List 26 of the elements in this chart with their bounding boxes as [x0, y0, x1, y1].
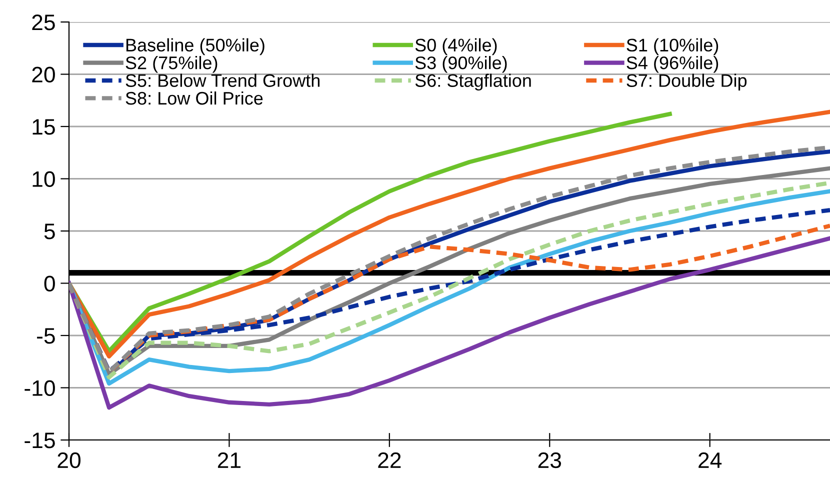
y-tick-label: 15 — [32, 119, 55, 135]
y-tick-label: 10 — [32, 171, 55, 188]
legend-label: S2 (75%ile) — [126, 56, 218, 73]
legend-label: S0 (4%ile) — [415, 38, 497, 56]
legend-label: S1 (10%ile) — [626, 38, 718, 56]
y-tick-label: -15 — [24, 432, 55, 448]
x-tick-label: 21 — [218, 452, 240, 468]
legend-label: S3 (90%ile) — [415, 56, 507, 73]
x-tick-label: 24 — [698, 452, 722, 468]
x-tick-label: 22 — [378, 452, 401, 468]
legend-label: S7: Double Dip — [626, 74, 747, 91]
y-tick-label: 5 — [44, 224, 55, 240]
y-tick-label: 25 — [32, 14, 55, 30]
y-tick-label: 20 — [32, 66, 55, 83]
legend-label: S4 (96%ile) — [626, 56, 718, 73]
legend-label: S5: Below Trend Growth — [126, 74, 320, 87]
legend-label: S8: Low Oil Price — [126, 91, 263, 105]
x-tick-label: 23 — [538, 452, 562, 468]
legend-label: S6: Stagflation — [415, 74, 531, 91]
y-tick-label: 0 — [44, 276, 55, 292]
line-series — [69, 112, 672, 354]
x-tick-label: 20 — [58, 452, 80, 468]
line-series — [69, 236, 830, 410]
y-tick-label: -5 — [37, 328, 55, 344]
legend-label: Baseline (50%ile) — [126, 38, 264, 56]
y-tick-label: -10 — [24, 380, 55, 396]
